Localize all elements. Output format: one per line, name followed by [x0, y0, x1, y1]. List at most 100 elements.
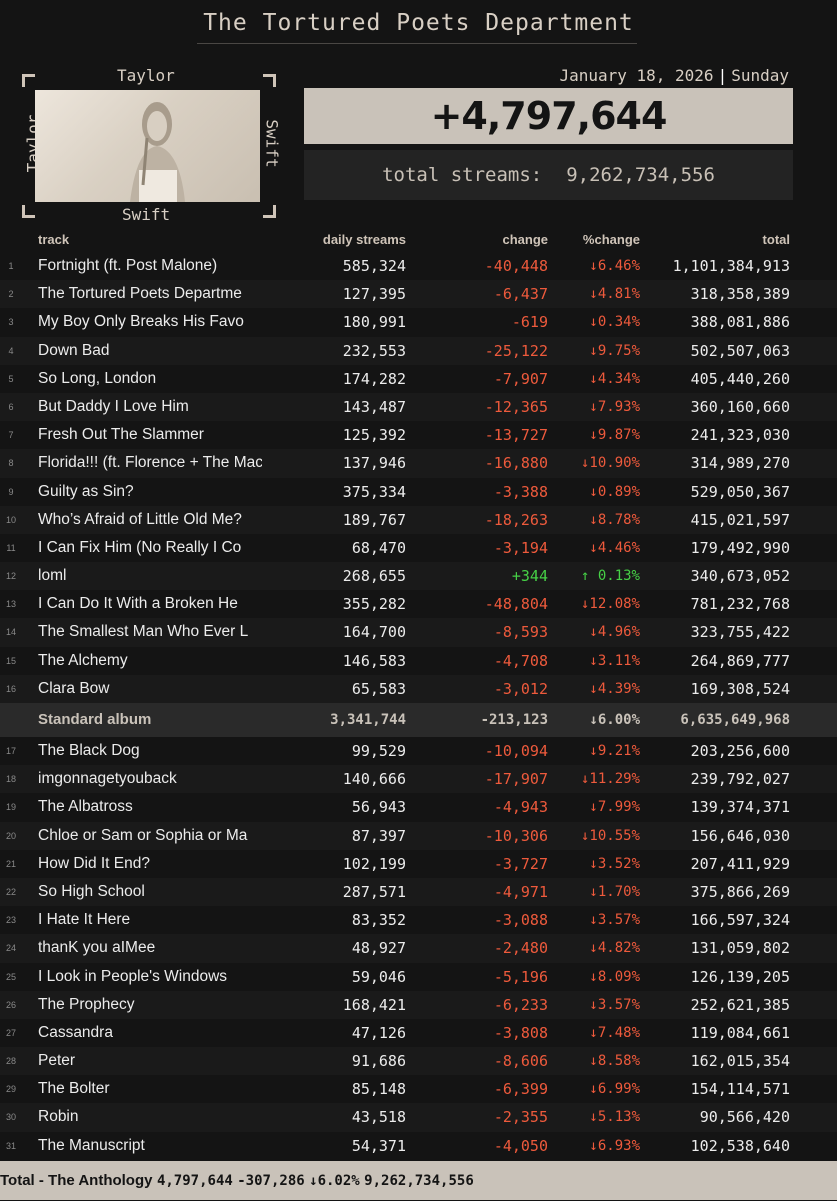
daily-streams: 268,655: [342, 567, 406, 586]
stream-change: -4,050: [493, 1136, 548, 1155]
stream-change: -8,606: [493, 1052, 548, 1071]
track-number: 18: [5, 774, 16, 785]
percent-change: ↓7.99%: [589, 799, 640, 816]
stream-change: -17,907: [484, 770, 548, 789]
table-row: 19 The Albatross 56,943 -4,943 ↓7.99% 139,374…: [0, 793, 837, 821]
daily-streams: 59,046: [351, 967, 406, 986]
total-streams: 405,440,260: [690, 369, 790, 388]
percent-change: ↓4.46%: [589, 539, 640, 556]
total-streams: 166,597,324: [690, 911, 790, 930]
table-row: 28 Peter 91,686 -8,606 ↓8.58% 162,015,354: [0, 1047, 837, 1076]
date-line: January 18, 2026 | Sunday: [559, 66, 789, 85]
stream-change: -16,880: [484, 454, 548, 473]
table-row: 16 Clara Bow 65,583 -3,012 ↓4.39% 169,308,524: [0, 674, 837, 703]
col-header-track: track: [38, 232, 70, 247]
date-text: January 18, 2026: [559, 66, 714, 85]
track-name: Who’s Afraid of Little Old Me?: [38, 510, 242, 528]
percent-change: ↓3.57%: [589, 912, 640, 929]
table-row: 15 The Alchemy 146,583 -4,708 ↓3.11% 264,869,…: [0, 647, 837, 675]
frame-corner-bottom-right: [263, 205, 276, 218]
track-name: How Did It End?: [38, 854, 150, 872]
total-streams: 360,160,660: [690, 397, 790, 416]
track-number: 4: [8, 345, 14, 356]
daily-streams: 99,529: [351, 742, 406, 760]
total-streams: 207,411,929: [690, 854, 790, 873]
stream-change: -3,388: [493, 482, 548, 501]
table-row: 23 I Hate It Here 83,352 -3,088 ↓3.57% 166,59…: [0, 906, 837, 934]
subtotal-total: 6,635,649,968: [680, 712, 790, 728]
percent-change: ↓8.78%: [589, 511, 640, 528]
percent-change: ↓9.21%: [589, 743, 640, 759]
track-name: But Daddy I Love Him: [38, 397, 189, 415]
frame-corner-top-right: [263, 74, 276, 87]
track-number: 13: [5, 599, 16, 610]
track-number: 21: [5, 858, 16, 869]
stream-change: -6,233: [493, 995, 548, 1014]
day-text: Sunday: [731, 66, 789, 85]
track-name: Peter: [38, 1052, 76, 1070]
total-streams: 415,021,597: [690, 510, 790, 529]
track-name: The Prophecy: [38, 995, 135, 1013]
track-name: The Black Dog: [38, 742, 140, 759]
daily-streams: 43,518: [351, 1108, 406, 1127]
total-streams: 169,308,524: [690, 679, 790, 698]
col-header-change: change: [502, 232, 548, 247]
total-streams: 388,081,886: [690, 313, 790, 332]
grand-total-total: 9,262,734,556: [364, 1173, 474, 1189]
track-number: 12: [5, 571, 16, 582]
total-streams-label: total streams:: [382, 164, 543, 186]
percent-change: ↓6.99%: [589, 1081, 640, 1098]
percent-change: ↓12.08%: [580, 596, 640, 613]
table-row: 25 I Look in People's Windows 59,046 -5,196…: [0, 963, 837, 991]
stream-change: -2,480: [493, 939, 548, 958]
total-streams: 318,358,389: [690, 285, 790, 304]
subtotal-pct: ↓6.00%: [589, 712, 640, 728]
track-number: 30: [5, 1112, 16, 1123]
daily-streams: 174,282: [342, 369, 406, 388]
track-name: I Look in People's Windows: [38, 967, 228, 985]
percent-change: ↓3.52%: [589, 855, 640, 872]
track-number: 20: [5, 830, 16, 841]
daily-change-total: +4,797,644: [304, 88, 793, 144]
percent-change: ↓4.34%: [589, 370, 640, 387]
track-name: Cassandra: [38, 1023, 113, 1041]
percent-change: ↓4.81%: [589, 286, 640, 303]
album-art-frame: Taylor Swift Taylor Swift: [14, 66, 281, 224]
track-number: 3: [8, 317, 14, 328]
col-header-daily: daily streams: [322, 232, 406, 247]
track-name: The Manuscript: [38, 1136, 145, 1154]
col-header-pct: %change: [582, 232, 640, 247]
daily-streams: 56,943: [351, 798, 406, 817]
frame-corner-bottom-left: [22, 205, 35, 218]
daily-streams: 375,334: [342, 482, 406, 501]
track-number: 8: [8, 458, 14, 469]
percent-change: ↓10.55%: [580, 827, 640, 844]
daily-streams: 127,395: [342, 285, 406, 304]
track-number: 27: [5, 1027, 16, 1038]
daily-streams: 54,371: [351, 1136, 406, 1155]
daily-streams: 47,126: [351, 1023, 406, 1042]
grand-total-pct: ↓6.02%: [309, 1173, 360, 1189]
table-row: 6 But Daddy I Love Him 143,487 -12,365 ↓7.93…: [0, 392, 837, 422]
total-streams: 154,114,571: [690, 1080, 790, 1099]
percent-change: ↓3.11%: [589, 652, 640, 669]
daily-streams: 48,927: [351, 939, 406, 958]
table-row: 17 The Black Dog 99,529 -10,094 ↓9.21% 203,25…: [0, 737, 837, 765]
table-row: 8 Florida!!! (ft. Florence + The Machin 13…: [0, 449, 837, 478]
percent-change: ↑ 0.13%: [580, 568, 640, 585]
total-streams: 239,792,027: [690, 770, 790, 789]
total-streams: 119,084,661: [690, 1023, 790, 1042]
stream-change: -48,804: [484, 595, 548, 614]
anthology-total-row: Total - The Anthology 4,797,644 -307,286…: [0, 1161, 837, 1200]
total-streams: 323,755,422: [690, 623, 790, 642]
track-number: 10: [5, 514, 16, 525]
stream-change: -13,727: [484, 426, 548, 445]
percent-change: ↓4.39%: [589, 680, 640, 697]
daily-streams: 65,583: [351, 679, 406, 698]
track-name: The Tortured Poets Departme: [38, 285, 242, 303]
track-name: loml: [38, 567, 67, 585]
track-number: 25: [5, 971, 16, 982]
track-number: 15: [5, 655, 16, 666]
stream-change: -8,593: [493, 623, 548, 642]
stream-change: -619: [511, 313, 548, 332]
